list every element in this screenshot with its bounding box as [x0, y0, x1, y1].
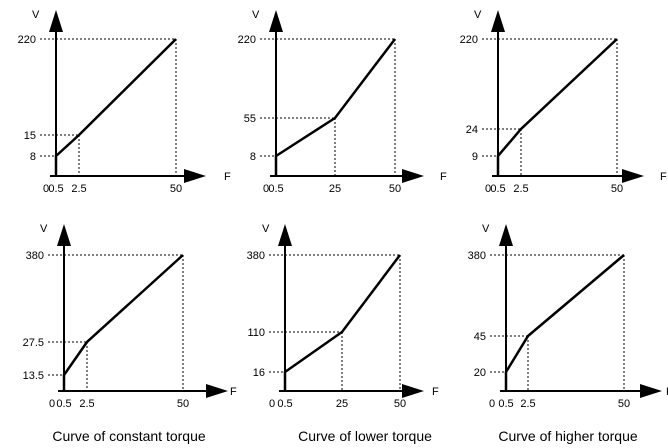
x-axis-label: F — [230, 386, 237, 398]
x-axis-label: F — [440, 171, 447, 183]
x-tick-label: 50 — [389, 183, 401, 195]
x-tick-label: 25 — [336, 398, 348, 410]
x-tick-label: 0 — [49, 398, 55, 410]
vf-curve-line — [54, 38, 177, 176]
caption-lower-torque: Curve of lower torque — [298, 428, 432, 444]
y-axis-label: V — [252, 9, 260, 21]
vf-chart-3: V F 9 24 220 0 0.5 2.5 50 — [460, 9, 667, 195]
x-tick-label: 0.5 — [268, 183, 283, 195]
x-tick-label: 0.5 — [277, 398, 292, 410]
y-tick-label: 13.5 — [23, 370, 44, 382]
x-tick-label: 0 — [263, 183, 269, 195]
vf-curve-line — [496, 38, 618, 176]
x-tick-label: 50 — [611, 183, 623, 195]
y-tick-label: 8 — [30, 151, 36, 163]
x-axis-arrow-icon — [206, 384, 228, 398]
caption-higher-torque: Curve of higher torque — [498, 428, 638, 444]
y-tick-label: 24 — [466, 124, 478, 136]
x-tick-label: 50 — [170, 183, 182, 195]
y-axis-label: V — [32, 9, 40, 21]
y-tick-label: 27.5 — [23, 337, 44, 349]
y-tick-label: 220 — [18, 34, 36, 46]
x-axis-label: F — [666, 386, 668, 398]
y-axis-label: V — [482, 223, 490, 235]
vf-chart-5: V F 16 110 380 0 0.5 25 50 — [247, 223, 439, 410]
x-tick-label: 0.5 — [56, 398, 71, 410]
y-axis-label: V — [474, 9, 482, 21]
y-tick-label: 220 — [460, 34, 478, 46]
x-axis-label: F — [660, 171, 667, 183]
x-axis-label: F — [224, 171, 231, 183]
vf-chart-6: V F 20 45 380 00.5 2.5 50 — [468, 223, 668, 410]
x-tick-label: 0.5 — [498, 398, 513, 410]
vf-curve-line — [283, 254, 401, 391]
x-tick-label: 50 — [394, 398, 406, 410]
x-axis-arrow-icon — [402, 169, 424, 183]
x-tick-label: 2.5 — [71, 183, 86, 195]
vf-curve-line — [274, 38, 396, 176]
x-tick-label: 0 — [269, 398, 275, 410]
y-axis-arrow-icon — [499, 224, 513, 246]
x-tick-label: 0.5 — [490, 183, 505, 195]
x-tick-label: 50 — [177, 398, 189, 410]
y-tick-label: 15 — [24, 130, 36, 142]
x-tick-label: 0 — [43, 183, 49, 195]
y-axis-arrow-icon — [278, 224, 292, 246]
y-tick-label: 45 — [474, 331, 486, 343]
y-axis-label: V — [262, 223, 270, 235]
x-tick-label: 0 — [489, 398, 495, 410]
x-axis-arrow-icon — [640, 384, 662, 398]
y-axis-label: V — [40, 223, 48, 235]
x-tick-label: 25 — [329, 183, 341, 195]
x-axis-arrow-icon — [622, 169, 644, 183]
x-tick-label: 2.5 — [513, 183, 528, 195]
y-tick-label: 380 — [247, 250, 265, 262]
y-tick-label: 55 — [244, 113, 256, 125]
x-tick-label: 0.5 — [48, 183, 63, 195]
y-tick-label: 110 — [247, 327, 265, 339]
x-axis-arrow-icon — [184, 169, 206, 183]
caption-constant-torque: Curve of constant torque — [52, 428, 206, 444]
x-tick-label: 2.5 — [520, 398, 535, 410]
vf-curve-line — [62, 254, 184, 391]
x-tick-label: 50 — [618, 398, 630, 410]
x-tick-label: 2.5 — [79, 398, 94, 410]
y-tick-label: 380 — [468, 250, 486, 262]
vf-curve-line — [504, 254, 625, 391]
vf-chart-2: V F 8 55 220 0 0.5 25 50 — [238, 9, 447, 195]
vf-chart-1: V F 8 15 220 0 0.5 2.5 50 — [18, 9, 231, 195]
y-axis-arrow-icon — [57, 224, 71, 246]
x-tick-label: 0 — [485, 183, 491, 195]
y-axis-arrow-icon — [269, 10, 283, 32]
y-tick-label: 20 — [474, 367, 486, 379]
y-tick-label: 9 — [472, 151, 478, 163]
x-axis-label: F — [432, 386, 439, 398]
y-tick-label: 380 — [26, 250, 44, 262]
vf-chart-4: V F 13.5 27.5 380 0 0.5 2.5 50 — [23, 223, 237, 410]
y-tick-label: 16 — [253, 367, 265, 379]
y-axis-arrow-icon — [491, 10, 505, 32]
x-axis-arrow-icon — [402, 384, 424, 398]
y-tick-label: 220 — [238, 34, 256, 46]
y-tick-label: 8 — [250, 151, 256, 163]
y-axis-arrow-icon — [49, 10, 63, 32]
